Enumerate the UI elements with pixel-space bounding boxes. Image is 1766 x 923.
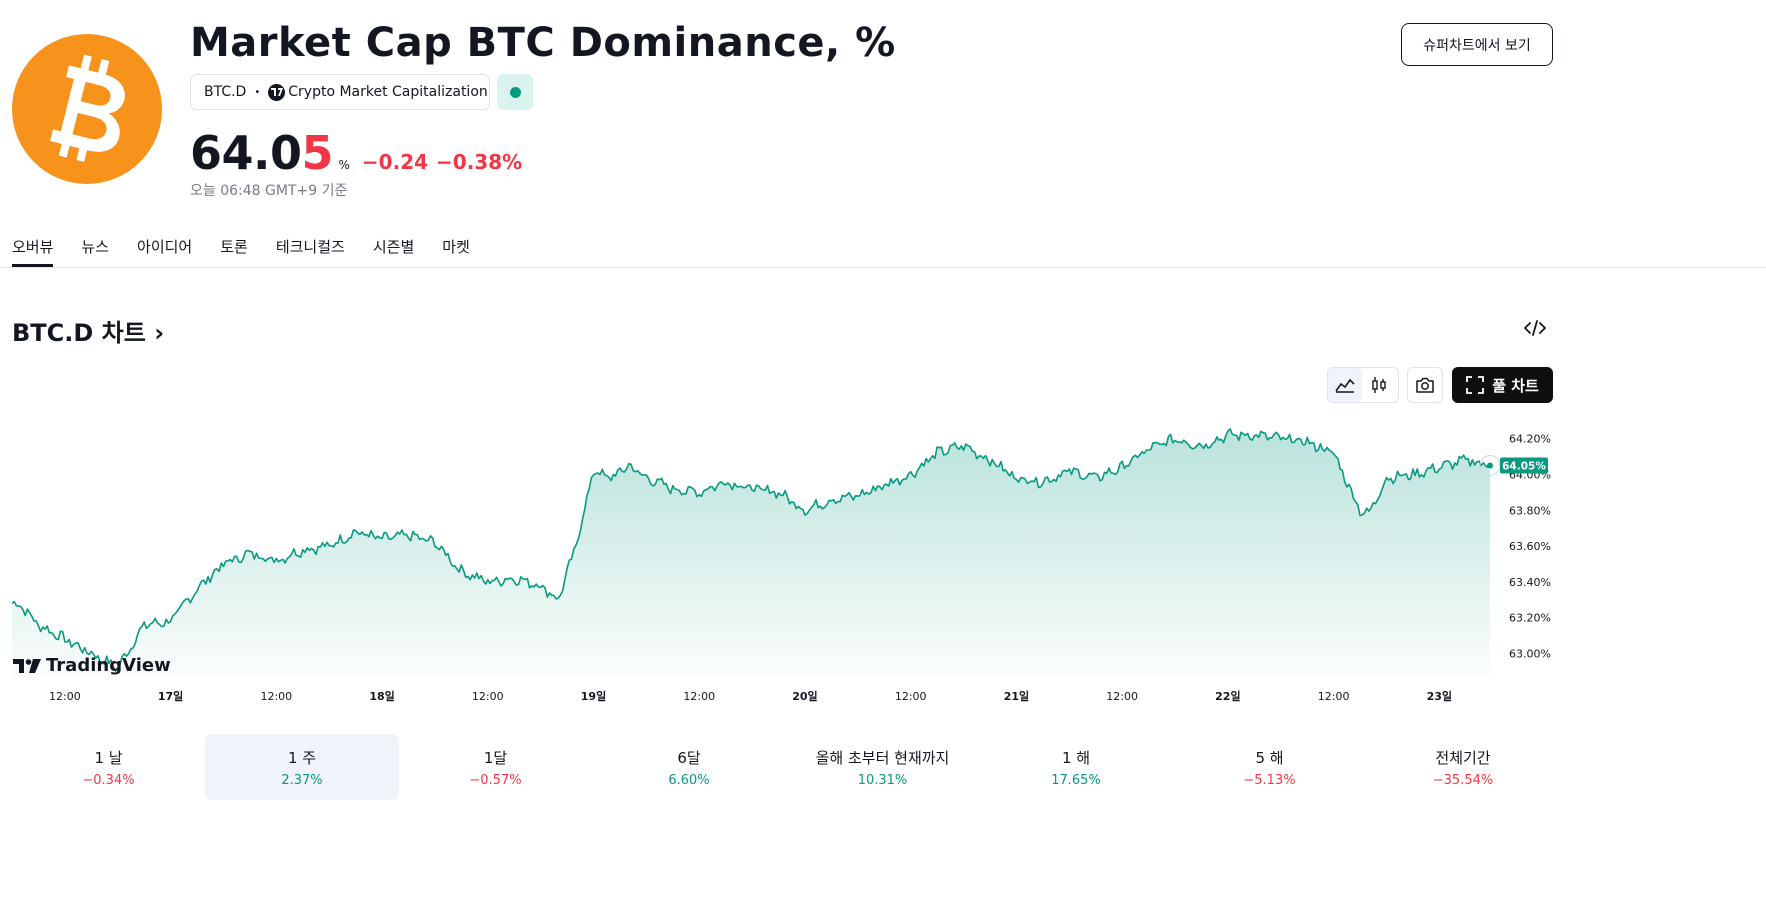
period-6m[interactable]: 6달 6.60%: [592, 734, 786, 800]
y-tick-label: 63.60%: [1509, 540, 1551, 553]
chart-section-title-text: BTC.D 차트: [12, 319, 146, 347]
x-tick-label: 19일: [581, 689, 606, 703]
performance-periods: 1 날 −0.34% 1 주 2.37% 1달 −0.57% 6달 6.60% …: [12, 734, 1553, 800]
x-tick-label: 12:00: [1106, 690, 1138, 703]
x-tick-label: 17일: [158, 689, 183, 703]
last-value-label: 64.05%: [1502, 461, 1546, 473]
period-value: −0.57%: [469, 772, 522, 788]
x-tick-label: 23일: [1427, 689, 1452, 703]
period-1d[interactable]: 1 날 −0.34%: [12, 734, 205, 800]
x-tick-label: 20일: [792, 689, 817, 703]
period-label: 올해 초부터 현재까지: [815, 748, 950, 767]
separator-dot: •: [254, 86, 261, 98]
period-label: 6달: [677, 748, 701, 767]
period-1y[interactable]: 1 해 17.65%: [979, 734, 1173, 800]
candle-chart-button[interactable]: [1362, 368, 1396, 402]
y-tick-label: 63.80%: [1509, 504, 1551, 517]
bitcoin-icon: [50, 54, 125, 162]
period-1m[interactable]: 1달 −0.57%: [399, 734, 592, 800]
tab-news[interactable]: 뉴스: [81, 238, 110, 256]
tab-seasonals[interactable]: 시즌별: [372, 238, 415, 256]
x-tick-label: 21일: [1004, 689, 1029, 703]
period-label: 1 주: [287, 748, 317, 767]
tab-overview[interactable]: 오버뷰: [12, 236, 54, 267]
tab-discussion[interactable]: 토론: [220, 238, 248, 256]
price-line: [11, 428, 1491, 672]
symbol-tag[interactable]: BTC.D • Crypto Market Capitalization: [190, 74, 490, 110]
tab-technicals[interactable]: 테크니컬즈: [275, 238, 345, 256]
period-value: −0.34%: [82, 772, 135, 788]
area-chart-button[interactable]: [1328, 368, 1362, 402]
y-tick-label: 64.20%: [1509, 433, 1551, 446]
price-chart-svg[interactable]: 64.20%64.00%63.80%63.60%63.40%63.20%63.0…: [0, 410, 1566, 710]
tab-divider: [0, 267, 1766, 268]
bitcoin-logo: [12, 34, 162, 184]
tab-ideas[interactable]: 아이디어: [137, 238, 193, 256]
x-tick-label: 18일: [369, 689, 394, 703]
x-tick-label: 12:00: [683, 690, 715, 703]
x-tick-label: 12:00: [1318, 690, 1350, 703]
full-chart-button[interactable]: 풀 차트: [1452, 367, 1553, 403]
tradingview-icon: [268, 83, 286, 101]
price-value: 64.0: [190, 126, 302, 180]
y-tick-label: 63.20%: [1509, 612, 1551, 625]
exchange-label: Crypto Market Capitalization: [288, 84, 488, 100]
x-tick-label: 12:00: [472, 690, 504, 703]
y-tick-label: 63.00%: [1509, 648, 1551, 661]
period-ytd[interactable]: 올해 초부터 현재까지 10.31%: [786, 734, 979, 800]
chevron-right-icon: ›: [145, 319, 165, 347]
period-value: −5.13%: [1243, 772, 1296, 788]
open-supercharts-button[interactable]: 슈퍼차트에서 보기: [1401, 23, 1553, 66]
symbol-label: BTC.D: [204, 84, 247, 100]
tradingview-watermark[interactable]: TradingView: [13, 655, 171, 676]
last-point-dot: [1487, 462, 1493, 469]
period-label: 전체기간: [1435, 748, 1491, 767]
area-chart-icon: [1335, 378, 1355, 393]
price-timestamp: 오늘 06:48 GMT+9 기준: [190, 183, 348, 199]
price-unit: %: [338, 158, 350, 172]
camera-icon: [1416, 377, 1434, 393]
period-value: 6.60%: [668, 772, 710, 788]
period-label: 1 날: [94, 748, 123, 767]
tab-markets[interactable]: 마켓: [442, 238, 470, 256]
period-value: 17.65%: [1051, 772, 1101, 788]
period-label: 5 해: [1255, 748, 1284, 767]
chart-section-title[interactable]: BTC.D 차트 ›: [12, 313, 164, 348]
period-label: 1 해: [1061, 748, 1091, 767]
tradingview-logo-icon: [13, 658, 41, 673]
period-1w[interactable]: 1 주 2.37%: [205, 734, 399, 800]
period-value: 10.31%: [857, 772, 908, 788]
page-title: Market Cap BTC Dominance, %: [190, 20, 896, 66]
price-display: 64.0 5 % −0.24 −0.38%: [190, 126, 530, 180]
fullscreen-icon: [1466, 376, 1485, 394]
period-label: 1달: [483, 748, 508, 767]
price-change-pct: −0.38%: [436, 150, 523, 174]
price-area-fill: [12, 428, 1490, 675]
market-status-indicator[interactable]: [497, 74, 533, 110]
x-tick-label: 22일: [1215, 689, 1240, 703]
embed-code-icon[interactable]: [1524, 318, 1546, 338]
candlestick-icon: [1372, 377, 1386, 393]
period-value: 2.37%: [281, 772, 323, 788]
price-last-digit: 5: [301, 126, 334, 180]
full-chart-label: 풀 차트: [1492, 376, 1539, 395]
watermark-text: TradingView: [46, 655, 171, 676]
chart-style-toggle: [1327, 367, 1399, 403]
x-tick-label: 12:00: [260, 690, 292, 703]
price-chart[interactable]: 64.20% 64.00% 63.80% 63.60% 63.40% 63.20% 63.0…: [0, 410, 1566, 710]
y-tick-label: 63.40%: [1509, 576, 1551, 589]
status-dot-icon: [509, 86, 521, 98]
price-change: −0.24: [361, 150, 429, 174]
tab-bar: 오버뷰 뉴스 아이디어 토론 테크니컬즈 시즌별 마켓: [12, 236, 498, 267]
x-tick-label: 12:00: [895, 690, 927, 703]
x-tick-label: 12:00: [49, 690, 81, 703]
period-5y[interactable]: 5 해 −5.13%: [1173, 734, 1366, 800]
last-value-badge: [1500, 457, 1548, 474]
period-all[interactable]: 전체기간 −35.54%: [1366, 734, 1560, 800]
screenshot-button[interactable]: [1407, 367, 1443, 403]
period-value: −35.54%: [1432, 772, 1494, 788]
